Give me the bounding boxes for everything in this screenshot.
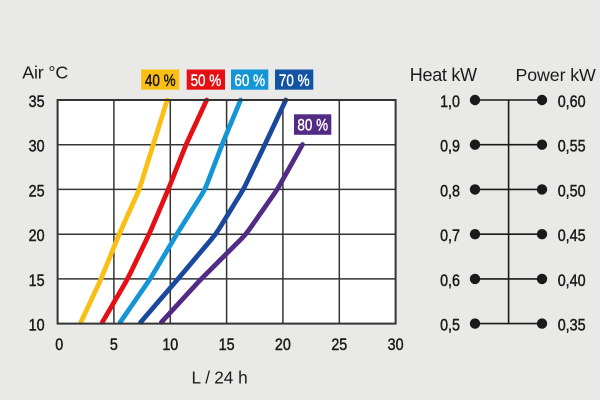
svg-text:L/24 h: L/24 h	[192, 368, 248, 388]
svg-text:15: 15	[219, 336, 235, 354]
svg-text:0,35: 0,35	[558, 317, 586, 335]
svg-text:20: 20	[275, 336, 291, 354]
svg-text:30: 30	[29, 138, 45, 156]
svg-text:0,9: 0,9	[440, 138, 460, 156]
svg-text:25: 25	[29, 183, 45, 201]
svg-text:10: 10	[29, 317, 45, 335]
svg-text:5: 5	[110, 336, 118, 354]
svg-text:0,8: 0,8	[440, 183, 460, 201]
svg-text:70 %: 70 %	[279, 71, 310, 90]
svg-text:Power kW: Power kW	[516, 65, 597, 85]
svg-text:40 %: 40 %	[145, 71, 176, 90]
svg-text:0,5: 0,5	[440, 317, 460, 335]
svg-text:20: 20	[29, 227, 45, 245]
svg-text:80 %: 80 %	[297, 116, 328, 135]
svg-text:0,60: 0,60	[558, 93, 586, 111]
svg-text:50 %: 50 %	[191, 71, 222, 90]
svg-text:0: 0	[55, 336, 63, 354]
svg-text:15: 15	[29, 272, 45, 290]
svg-text:0,7: 0,7	[440, 227, 460, 245]
svg-text:25: 25	[331, 336, 347, 354]
svg-text:60 %: 60 %	[234, 71, 265, 90]
svg-text:1,0: 1,0	[440, 93, 460, 111]
svg-text:0,50: 0,50	[558, 183, 586, 201]
svg-text:0,45: 0,45	[558, 227, 586, 245]
svg-text:Air °C: Air °C	[22, 63, 68, 83]
svg-text:10: 10	[162, 336, 178, 354]
svg-text:0,40: 0,40	[558, 272, 586, 290]
svg-text:Heat kW: Heat kW	[410, 65, 477, 85]
svg-text:0,6: 0,6	[440, 272, 460, 290]
svg-text:35: 35	[29, 93, 45, 111]
svg-text:30: 30	[388, 336, 404, 354]
svg-text:0,55: 0,55	[558, 138, 586, 156]
